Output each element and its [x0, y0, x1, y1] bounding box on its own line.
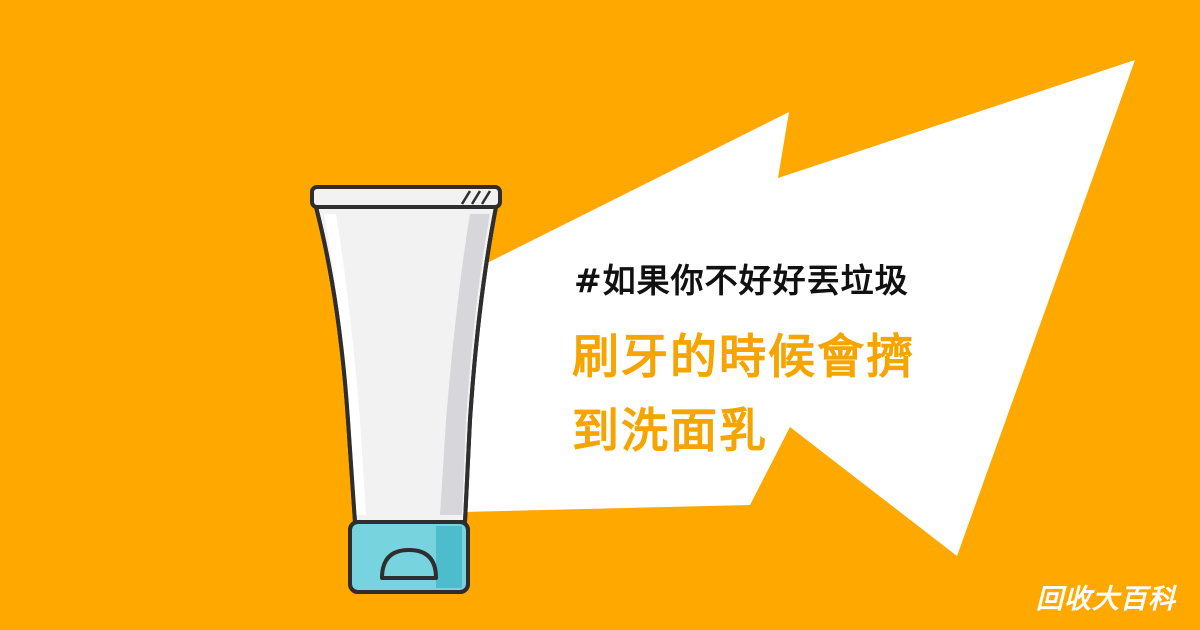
speech-burst-shape — [463, 60, 1135, 556]
brand-logo-text: 回收大百科 — [1036, 584, 1176, 615]
tube-cap-flip — [380, 548, 438, 580]
hashtag-text: #如果你不好好丟垃圾 — [574, 261, 909, 300]
tube-shadow — [440, 214, 490, 515]
tube-crimp — [310, 185, 502, 209]
headline-line-2: 到洗面乳 — [572, 404, 768, 459]
headline-line-1: 刷牙的時候會擠 — [572, 330, 915, 385]
cleanser-tube-icon — [310, 185, 502, 594]
